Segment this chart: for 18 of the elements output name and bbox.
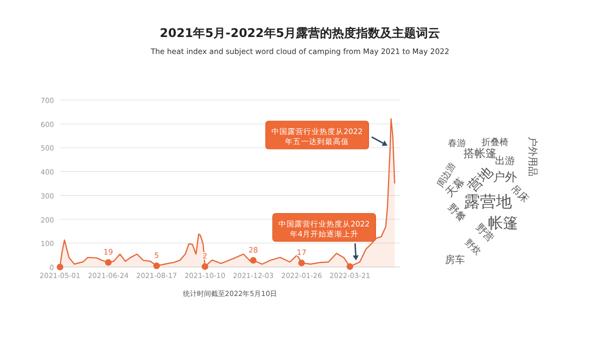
point bbox=[202, 263, 208, 270]
point bbox=[56, 264, 64, 270]
text: 露营地 bbox=[464, 192, 512, 211]
text: 帐篷 bbox=[488, 214, 518, 232]
text: 野炊 bbox=[462, 237, 483, 258]
text: 房车 bbox=[445, 254, 465, 266]
point bbox=[105, 259, 112, 266]
point bbox=[153, 262, 160, 270]
text: 折叠椅 bbox=[482, 137, 508, 148]
point bbox=[298, 260, 305, 266]
text: 出游 bbox=[495, 155, 515, 167]
chart-title: 2021年5月-2022年5月露营的热度指数及主题词云 bbox=[160, 26, 440, 40]
text: 户外用品 bbox=[526, 136, 539, 177]
text: 春游 bbox=[448, 138, 466, 149]
text: 户外 bbox=[493, 170, 517, 184]
point bbox=[346, 263, 354, 270]
point bbox=[250, 257, 257, 264]
text: 搭帐篷 bbox=[464, 147, 496, 160]
